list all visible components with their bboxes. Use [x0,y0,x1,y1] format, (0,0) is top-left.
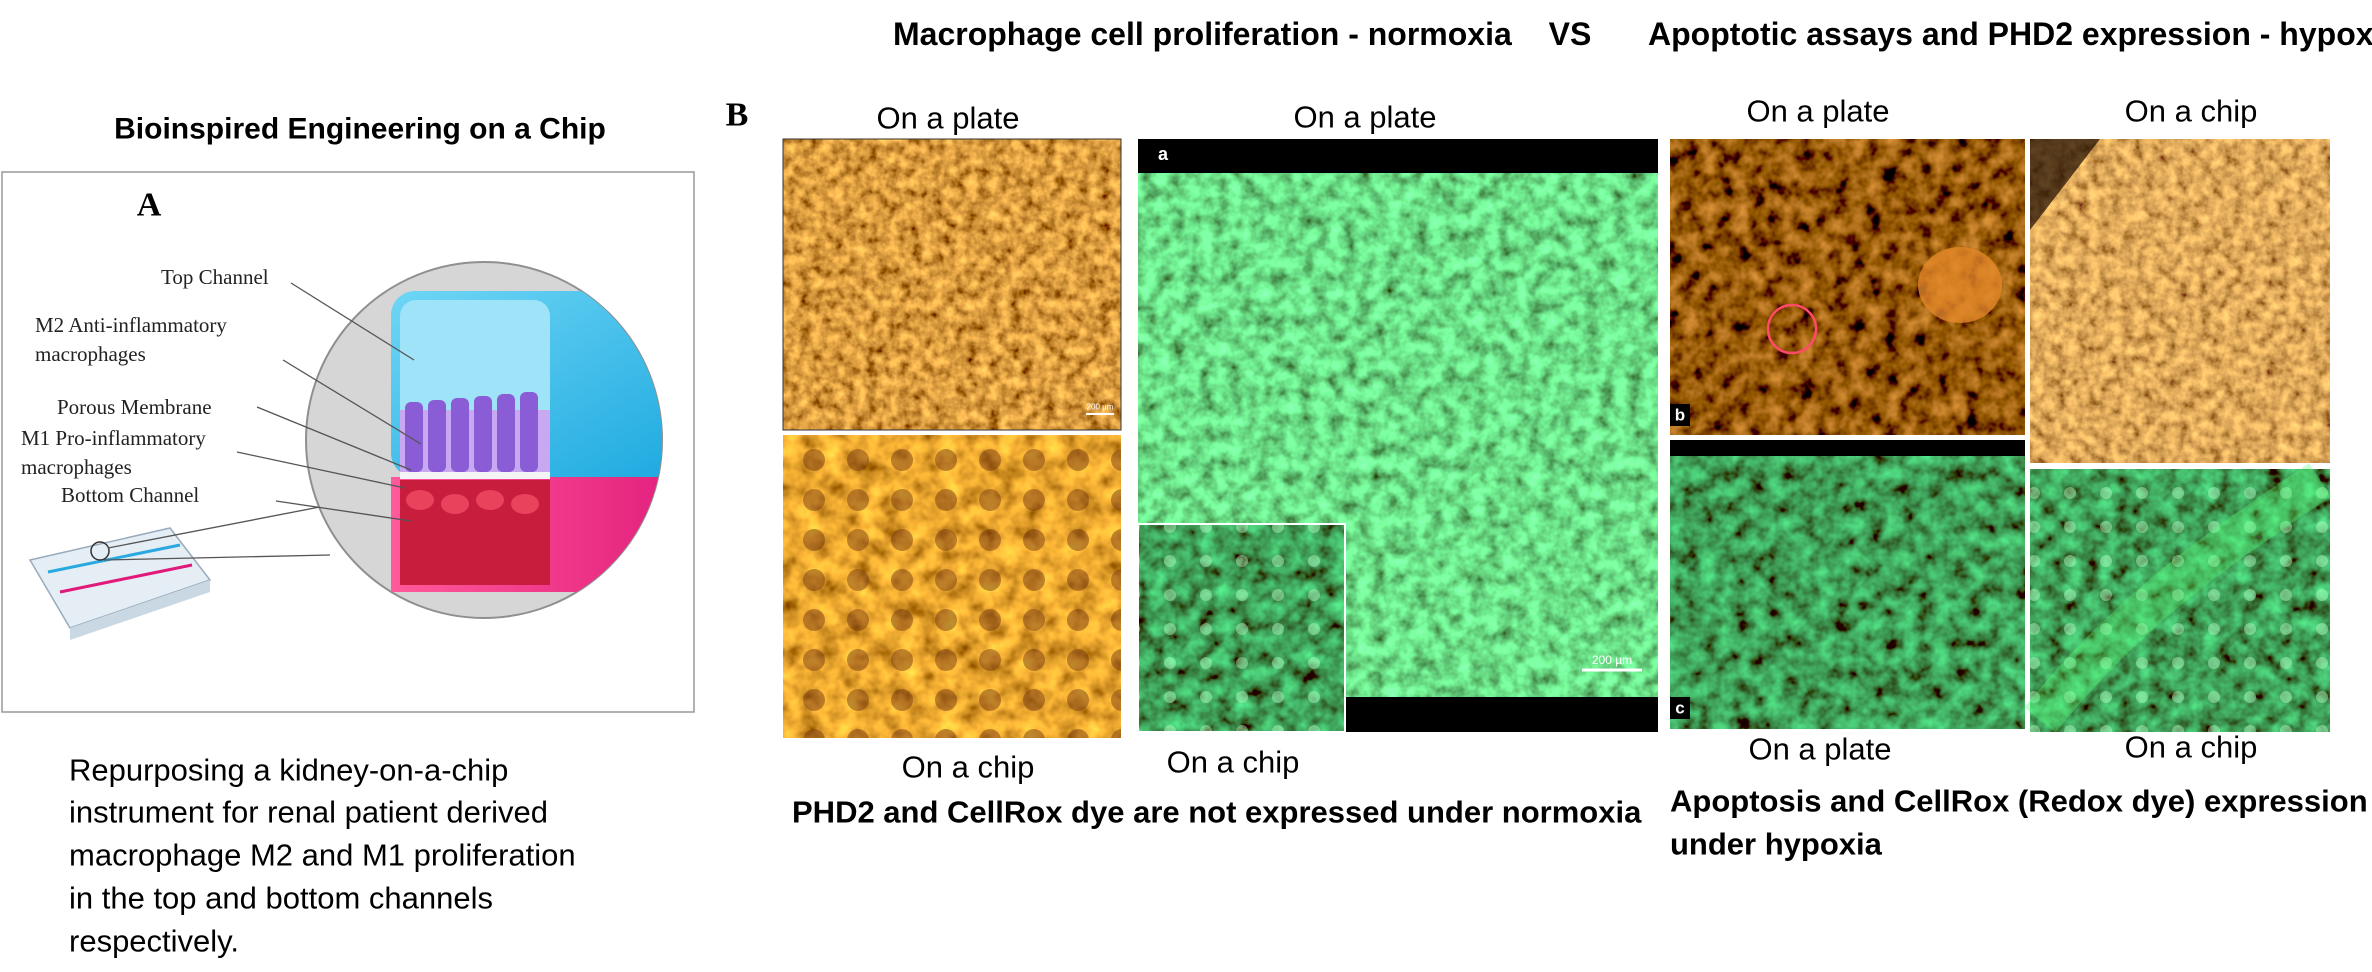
label-porous-membrane: Porous Membrane [57,395,212,419]
label-bottom-channel: Bottom Channel [61,483,199,507]
image-background [1670,440,2025,456]
chip-wells [1138,524,1345,732]
caption-line: respectively. [69,924,239,959]
panel-b-label: B [726,97,749,134]
label-m1: macrophages [21,455,132,479]
letter-background [1670,404,1690,426]
image-border [782,138,1122,431]
chip-wells [783,435,1121,738]
hypoxia-caption: Apoptosis and CellRox (Redox dye) expres… [1670,784,2368,819]
vs: VS [1549,16,1592,52]
label-top-channel: Top Channel [161,265,269,289]
micrograph-plate-orange [783,139,1121,430]
highlight-circle [1766,303,1818,355]
image-letter: b [1675,406,1685,425]
chip-label: On a chip [2125,730,2258,765]
panel-a-title: Bioinspired Engineering on a Chip [114,113,606,146]
plate-label: On a plate [876,101,1019,136]
scale-bar-label: 200 µm [1087,403,1114,412]
letter-background [1670,697,1690,719]
label-m2: M2 Anti-inflammatory [35,313,227,337]
hypoxia-caption: under hypoxia [1670,827,1883,862]
leader-line [256,406,412,471]
mini-chip [28,504,331,640]
normoxia-caption: PHD2 and CellRox dye are not expressed u… [792,795,1642,830]
label-m2: macrophages [35,342,146,366]
cell-band [2024,463,2332,733]
inset-border [1137,523,1346,733]
chip-label: On a chip [902,750,1035,785]
micrograph-chip-orange [2030,139,2330,463]
leader-line [275,500,412,522]
left-title: Macrophage cell proliferation - normoxia [893,16,1512,52]
leader-line [290,282,415,361]
caption-line: in the top and bottom channels [69,881,493,916]
plate-label: On a plate [1746,94,1889,129]
image-shadow [2030,139,2100,230]
panel-a-label: A [137,187,162,224]
leader-line [236,451,406,489]
caption-line: Repurposing a kidney-on-a-chip [69,753,508,788]
micrograph-plate-green [1670,456,2025,729]
scale-bar-label: 200 µm [1592,653,1632,667]
caption-line: instrument for renal patient derived [69,795,548,830]
caption-line: macrophage M2 and M1 proliferation [69,838,576,873]
image-letter: c [1675,699,1684,718]
cell-cluster [1918,247,2002,323]
leader-line [282,359,422,445]
image-letter: a [1158,144,1169,164]
label-m1: M1 Pro-inflammatory [21,426,206,450]
chip-label: On a chip [1167,745,1300,780]
plate-label: On a plate [1748,732,1891,767]
plate-label: On a plate [1293,100,1436,135]
channel-diagram [305,261,663,619]
right-title: Apoptotic assays and PHD2 expression - h… [1648,16,2372,52]
chip-label: On a chip [2125,94,2258,129]
chip-wells [2030,469,2330,732]
